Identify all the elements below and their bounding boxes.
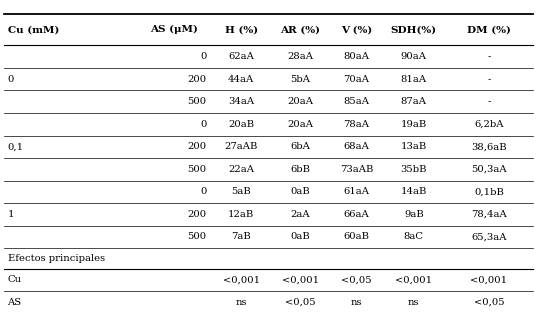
Text: 1: 1 — [8, 210, 14, 219]
Text: 13aB: 13aB — [401, 142, 427, 151]
Text: 0: 0 — [200, 52, 206, 61]
Text: 0,1bB: 0,1bB — [474, 187, 504, 196]
Text: 200: 200 — [187, 210, 206, 219]
Text: ns: ns — [351, 298, 362, 307]
Text: 0: 0 — [200, 120, 206, 129]
Text: 6bB: 6bB — [290, 165, 310, 174]
Text: AS: AS — [8, 298, 21, 307]
Text: 0: 0 — [200, 187, 206, 196]
Text: <0,05: <0,05 — [285, 298, 316, 307]
Text: 5bA: 5bA — [290, 75, 310, 84]
Text: 28aA: 28aA — [287, 52, 313, 61]
Text: 80aA: 80aA — [344, 52, 369, 61]
Text: AR (%): AR (%) — [280, 25, 320, 34]
Text: -: - — [487, 75, 490, 84]
Text: 62aA: 62aA — [228, 52, 254, 61]
Text: 78aA: 78aA — [344, 120, 369, 129]
Text: 68aA: 68aA — [344, 142, 369, 151]
Text: 6,2bA: 6,2bA — [474, 120, 504, 129]
Text: 0: 0 — [8, 75, 14, 84]
Text: <0,05: <0,05 — [473, 298, 504, 307]
Text: ns: ns — [408, 298, 420, 307]
Text: 70aA: 70aA — [344, 75, 369, 84]
Text: Cu: Cu — [8, 275, 21, 284]
Text: <0,001: <0,001 — [470, 275, 508, 284]
Text: 200: 200 — [187, 142, 206, 151]
Text: 20aA: 20aA — [287, 120, 313, 129]
Text: 20aA: 20aA — [287, 97, 313, 106]
Text: 78,4aA: 78,4aA — [471, 210, 507, 219]
Text: H (%): H (%) — [225, 25, 258, 34]
Text: <0,001: <0,001 — [395, 275, 433, 284]
Text: 14aB: 14aB — [400, 187, 427, 196]
Text: 19aB: 19aB — [401, 120, 427, 129]
Text: 200: 200 — [187, 75, 206, 84]
Text: 73aAB: 73aAB — [340, 165, 373, 174]
Text: 7aB: 7aB — [232, 233, 251, 241]
Text: 2aA: 2aA — [291, 210, 310, 219]
Text: 22aA: 22aA — [228, 165, 254, 174]
Text: Cu (mM): Cu (mM) — [8, 25, 59, 34]
Text: ns: ns — [235, 298, 247, 307]
Text: DM (%): DM (%) — [467, 25, 511, 34]
Text: 50,3aA: 50,3aA — [471, 165, 507, 174]
Text: -: - — [487, 52, 490, 61]
Text: <0,001: <0,001 — [281, 275, 319, 284]
Text: SDH(%): SDH(%) — [391, 25, 437, 34]
Text: 9aB: 9aB — [404, 210, 423, 219]
Text: 0aB: 0aB — [291, 187, 310, 196]
Text: 81aA: 81aA — [401, 75, 427, 84]
Text: V (%): V (%) — [341, 25, 372, 34]
Text: 44aA: 44aA — [228, 75, 254, 84]
Text: Efectos principales: Efectos principales — [8, 254, 105, 263]
Text: AS (μM): AS (μM) — [150, 25, 198, 34]
Text: 87aA: 87aA — [401, 97, 427, 106]
Text: 500: 500 — [187, 165, 206, 174]
Text: 500: 500 — [187, 233, 206, 241]
Text: 65,3aA: 65,3aA — [471, 233, 507, 241]
Text: <0,05: <0,05 — [341, 275, 372, 284]
Text: 12aB: 12aB — [228, 210, 254, 219]
Text: 20aB: 20aB — [228, 120, 254, 129]
Text: 0aB: 0aB — [291, 233, 310, 241]
Text: 5aB: 5aB — [232, 187, 251, 196]
Text: 38,6aB: 38,6aB — [471, 142, 507, 151]
Text: 85aA: 85aA — [344, 97, 369, 106]
Text: 8aC: 8aC — [404, 233, 424, 241]
Text: 27aAB: 27aAB — [225, 142, 258, 151]
Text: 34aA: 34aA — [228, 97, 254, 106]
Text: 60aB: 60aB — [344, 233, 369, 241]
Text: 35bB: 35bB — [400, 165, 427, 174]
Text: 66aA: 66aA — [344, 210, 369, 219]
Text: 500: 500 — [187, 97, 206, 106]
Text: 0,1: 0,1 — [8, 142, 24, 151]
Text: -: - — [487, 97, 490, 106]
Text: 90aA: 90aA — [401, 52, 427, 61]
Text: <0,001: <0,001 — [222, 275, 260, 284]
Text: 6bA: 6bA — [290, 142, 310, 151]
Text: 61aA: 61aA — [344, 187, 369, 196]
